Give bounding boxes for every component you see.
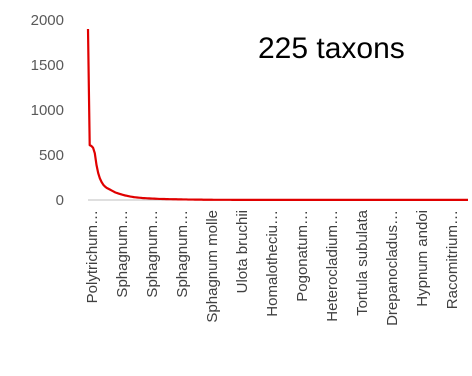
y-tick-label: 1500 (31, 57, 64, 74)
x-category-label: Tortula subulata (354, 209, 371, 316)
y-axis-tick-labels: 0 500 1000 1500 2000 (31, 12, 64, 209)
x-category-label: Drepanocladus… (384, 210, 401, 326)
series-line (86, 28, 468, 202)
y-tick-label: 0 (56, 192, 64, 209)
x-category-label: Polytrichum… (84, 210, 101, 303)
x-category-label: Heterocladium… (324, 210, 341, 322)
x-category-label: Hypnum andoi (414, 210, 431, 307)
y-tick-label: 1000 (31, 102, 64, 119)
x-category-label: Sphagnum… (114, 210, 131, 298)
x-category-label: Sphagnum… (174, 210, 191, 298)
x-category-label: Pogonatum… (294, 210, 311, 302)
x-category-label: Sphagnum… (144, 210, 161, 298)
x-category-label: Sphagnum molle (204, 210, 221, 323)
y-tick-label: 2000 (31, 12, 64, 29)
x-axis-category-labels: Polytrichum… Sphagnum… Sphagnum… Sphagnum… S… (84, 209, 461, 326)
y-tick-label: 500 (39, 147, 64, 164)
x-category-label: Homalotheciu… (264, 210, 281, 317)
x-category-label: Ulota bruchii (234, 210, 251, 293)
taxon-count-annotation: 225 taxons (258, 32, 405, 65)
x-category-label: Racomitrium… (444, 210, 461, 309)
